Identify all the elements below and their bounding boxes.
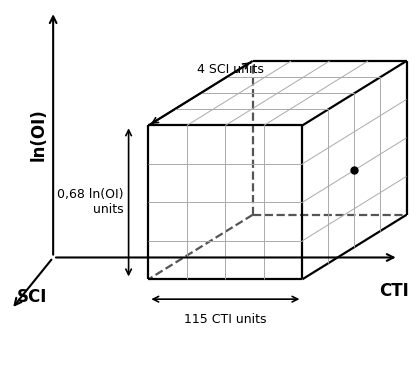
Text: ln(OI): ln(OI) [29,108,47,161]
Text: SCI: SCI [16,288,47,306]
Text: CTI: CTI [379,282,409,300]
Text: 0,68 ln(OI)
units: 0,68 ln(OI) units [57,188,124,216]
Text: 115 CTI units: 115 CTI units [184,313,267,326]
Text: 4 SCI units: 4 SCI units [197,63,264,76]
